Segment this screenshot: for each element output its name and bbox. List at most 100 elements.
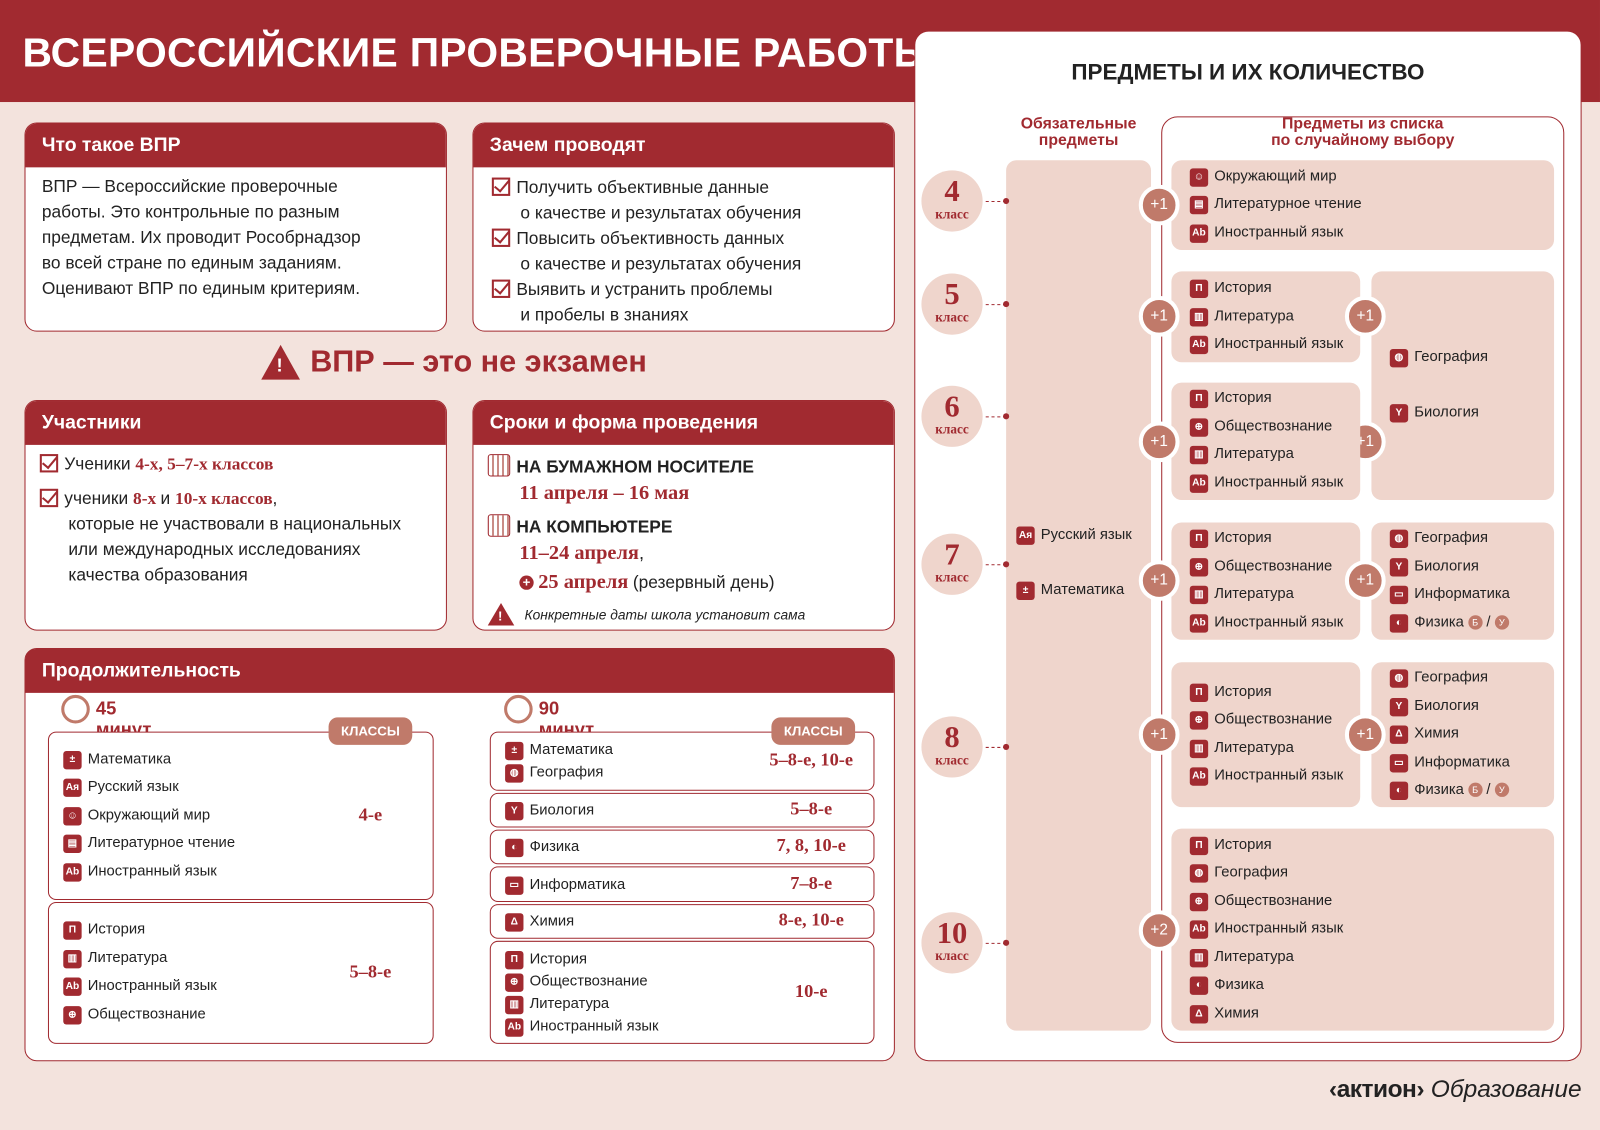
duration-row — [489, 792, 875, 828]
reading-icon: ▤ — [1189, 195, 1209, 215]
list-item: Повысить объективность данных о качестве … — [491, 226, 876, 277]
subject-label: География — [529, 764, 604, 781]
subject-label: Иностранный язык — [1214, 614, 1344, 631]
item-text: Получить объективные данные — [516, 177, 770, 197]
foreign-icon: Ab — [63, 862, 82, 882]
item-text: Ученики — [64, 454, 136, 474]
connector — [985, 746, 1007, 748]
card-title: Продолжительность — [25, 648, 894, 693]
subject-label: Литература — [87, 949, 168, 967]
reserve-row: + 25 апреля (резервный день) — [488, 568, 880, 597]
subject-group — [1371, 271, 1555, 500]
subject-label: Обществознание — [87, 1005, 206, 1023]
literature-icon: ▥ — [63, 949, 82, 969]
subject-label: История — [1214, 683, 1272, 700]
checkbox-icon — [491, 228, 511, 247]
connector — [985, 416, 1007, 418]
grade-text: 10-х классов — [175, 488, 273, 509]
foreign-icon: Ab — [1189, 223, 1209, 243]
computer-dates-row: 11–24 апреля, — [488, 540, 880, 569]
count-badge: +1 — [1344, 295, 1386, 337]
subject-label: Физика Б / У — [1414, 782, 1509, 798]
subject-label: Биология — [1414, 697, 1479, 714]
subject-label: Биология — [529, 802, 595, 819]
item-text: Повысить объективность данных — [516, 228, 785, 248]
biology-icon: Y — [1389, 697, 1409, 716]
grade-circle: 8 класс — [921, 716, 983, 778]
subject-label: Литература — [1214, 307, 1294, 324]
subject-label: Литература — [1214, 446, 1294, 463]
grade-label: класс — [935, 309, 969, 325]
foreign-icon: Ab — [1189, 335, 1209, 355]
chemistry-icon: Δ — [505, 913, 524, 932]
subject-label: Биология — [1414, 404, 1479, 421]
item-text: ученики — [64, 488, 134, 509]
card-title: Зачем проводят — [473, 123, 894, 168]
geography-icon: ◍ — [1389, 348, 1409, 368]
biology-icon: Y — [1389, 557, 1409, 577]
mandatory-header: Обязательные предметы — [996, 116, 1161, 149]
connector-dot — [1003, 743, 1010, 750]
logo: ‹актион› Образование — [1329, 1075, 1582, 1104]
card-participants: Участники Ученики 4-х, 5–7-х классов уче… — [24, 399, 447, 631]
subject-label: Обществознание — [529, 972, 648, 990]
header-line: Предметы из списка — [1282, 115, 1444, 133]
russian-icon: Ая — [1016, 526, 1035, 545]
grade-number: 7 — [944, 537, 960, 572]
foreign-icon: Ab — [1189, 474, 1209, 493]
biology-icon: Y — [1389, 404, 1409, 423]
subject-label: История — [1214, 390, 1272, 407]
subject-label: История — [1214, 836, 1272, 853]
warning-icon: ! — [487, 603, 515, 626]
subject-label: Математика — [1040, 581, 1125, 598]
world-icon: ☺ — [1189, 167, 1209, 187]
history-icon: Π — [1189, 529, 1209, 549]
classes-value: 4-е — [358, 803, 383, 824]
subject-label: Иностранный язык — [1214, 223, 1344, 241]
text-line: во всей стране по единым заданиям. — [41, 253, 342, 273]
checkbox-icon — [491, 177, 511, 196]
grade-text: 4-х — [135, 454, 159, 474]
connector-dot — [1003, 301, 1010, 308]
physics-icon: ◐ — [1389, 781, 1409, 800]
subject-label: Информатика — [1414, 585, 1510, 603]
grade-label: класс — [935, 947, 969, 964]
social-icon: ⊕ — [1189, 557, 1209, 577]
subject-label: Окружающий мир — [87, 806, 211, 823]
physics-icon: ◐ — [505, 838, 524, 858]
grade-label: класс — [935, 206, 969, 222]
literature-icon: ▥ — [1189, 739, 1209, 758]
literature-icon: ▥ — [1189, 307, 1209, 327]
chemistry-icon: Δ — [1189, 1004, 1209, 1023]
grade-text: 8-х — [133, 488, 161, 509]
classes-value: 10-е — [794, 980, 828, 1001]
reserve-date: 25 апреля — [538, 570, 629, 593]
notice-text: ВПР — это не экзамен — [310, 344, 647, 379]
computer-title: НА КОМПЬЮТЕРЕ — [516, 517, 673, 537]
connector-dot — [1003, 561, 1010, 568]
paper-dates: 11 апреля – 16 мая — [519, 481, 690, 505]
subject-label: География — [1414, 529, 1489, 547]
count-badge: +2 — [1138, 910, 1180, 952]
notice: ! ВПР — это не экзамен — [261, 344, 647, 380]
card-schedule: Сроки и форма проведения НА БУМАЖНОМ НОС… — [472, 399, 895, 631]
level-badge: У — [1494, 782, 1509, 797]
text-line: предметам. Их проводит Рособрнадзор — [41, 227, 361, 247]
separator: , — [272, 488, 278, 509]
level-badge: Б — [1467, 782, 1483, 797]
foreign-icon: Ab — [505, 1017, 524, 1037]
classes-value: 5–8-е — [790, 797, 833, 819]
classes-value: 7–8-е — [790, 871, 833, 893]
schedule-body: НА БУМАЖНОМ НОСИТЕЛЕ 11 апреля – 16 мая … — [473, 445, 893, 630]
geography-icon: ◍ — [1389, 669, 1409, 688]
list-item: Выявить и устранить проблемы и пробелы в … — [491, 277, 876, 328]
subject-label: Иностранный язык — [1214, 474, 1344, 491]
card-why: Зачем проводят Получить объективные данн… — [472, 122, 895, 332]
classes-value: 7, 8, 10-е — [776, 834, 846, 856]
connector — [985, 304, 1007, 306]
card-title: Что такое ВПР — [25, 123, 446, 168]
grade-number: 8 — [944, 720, 960, 755]
checkbox-icon — [39, 488, 59, 508]
item-text: о качестве и результатах обучения — [520, 203, 802, 223]
subject-label: Математика — [87, 750, 172, 767]
